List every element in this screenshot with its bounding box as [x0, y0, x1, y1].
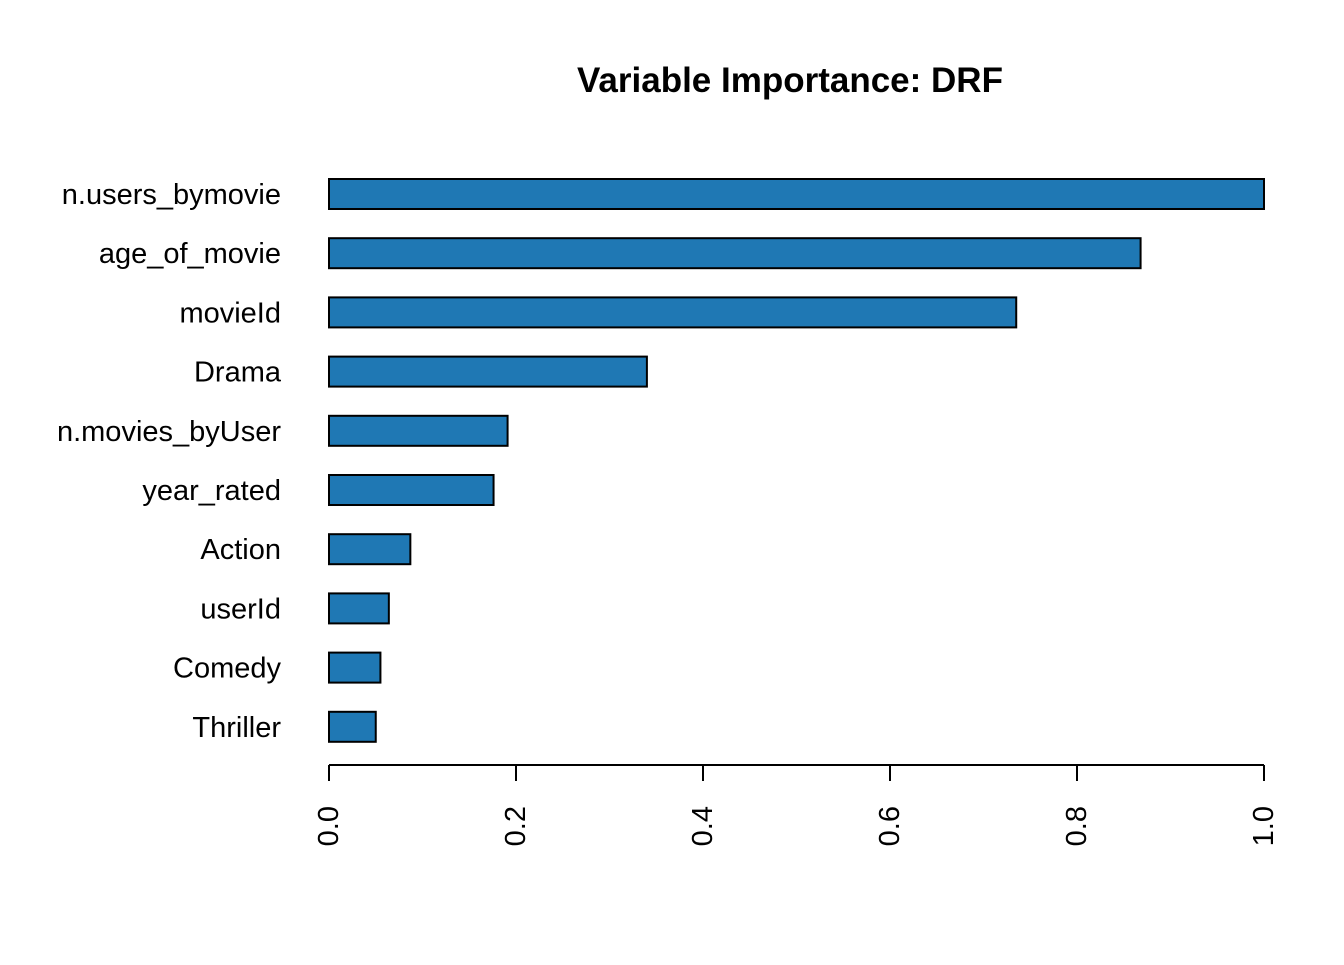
bar-year-rated	[328, 474, 495, 506]
x-tick-label: 0.4	[687, 806, 719, 846]
bars-group	[328, 178, 1265, 743]
x-tick-label: 0.0	[313, 806, 345, 846]
category-label: Action	[200, 534, 281, 566]
chart-title: Variable Importance: DRF	[577, 61, 1003, 100]
category-label: n.users_bymovie	[62, 179, 281, 211]
bar-comedy	[328, 651, 382, 684]
category-label: Drama	[194, 357, 282, 389]
category-labels: n.users_bymovie age_of_movie movieId Drama n…	[57, 179, 282, 744]
bar-action	[328, 533, 412, 566]
bar-n-movies-byuser	[328, 414, 509, 447]
category-label: userId	[200, 593, 281, 625]
bar-n-users-bymovie	[328, 178, 1265, 210]
x-tick-label: 1.0	[1248, 806, 1280, 846]
bar-drama	[328, 355, 648, 388]
x-tick-label: 0.8	[1061, 806, 1093, 846]
category-label: Comedy	[173, 653, 281, 685]
bar-movieid	[328, 296, 1018, 329]
bar-thriller	[328, 710, 377, 743]
category-label: Thriller	[192, 712, 281, 744]
x-tick-label: 0.6	[874, 806, 906, 846]
x-axis: 0.0 0.2 0.4 0.6 0.8 1.0	[313, 764, 1280, 846]
bar-age-of-movie	[328, 237, 1142, 270]
category-label: movieId	[179, 297, 281, 329]
bar-userid	[328, 592, 390, 625]
category-label: age_of_movie	[99, 238, 281, 270]
x-tick-label: 0.2	[500, 806, 532, 846]
category-label: n.movies_byUser	[57, 416, 281, 448]
category-label: year_rated	[142, 475, 281, 507]
